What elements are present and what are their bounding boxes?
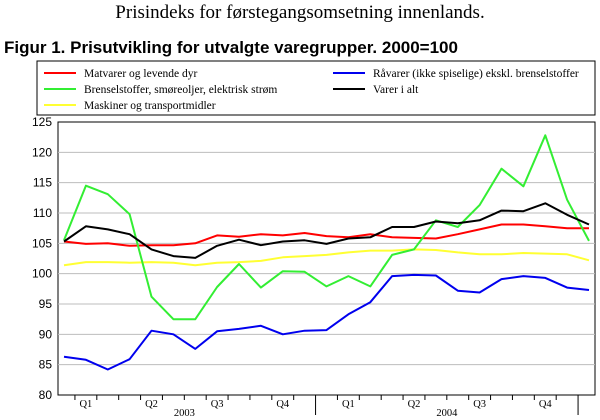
quarter-label: Q2 (145, 399, 158, 410)
y-tick-label: 115 (33, 176, 52, 190)
legend-label-alt: Varer i alt (373, 84, 419, 96)
legend: Matvarer og levende dyr Brenselstoffer, s… (44, 67, 579, 112)
year-label: 2003 (174, 408, 195, 419)
y-axis: 80 85 90 95 100 105 110 115 120 125 (32, 115, 52, 402)
series-line-matvarer (63, 223, 589, 247)
legend-box (36, 60, 596, 116)
y-tick-label: 105 (32, 236, 52, 250)
y-tick-label: 80 (39, 388, 53, 402)
plot-area (57, 121, 596, 396)
x-axis: Q1 Q2 Q3 Q4 Q1 Q2 Q3 Q4 2003 2004 (74, 395, 579, 419)
quarter-label: Q4 (539, 399, 553, 410)
page-header: Prisindeks for førstegangsomsetning inne… (115, 2, 485, 23)
quarter-label: Q1 (79, 399, 92, 410)
y-tick-label: 95 (39, 297, 53, 311)
series-line-maskiner (63, 248, 590, 267)
year-label: 2004 (436, 408, 458, 419)
y-tick-label: 125 (32, 115, 52, 129)
figure-title: Figur 1. Prisutvikling for utvalgte vare… (4, 38, 458, 57)
y-tick-label: 90 (39, 327, 53, 341)
legend-label-matvarer: Matvarer og levende dyr (84, 68, 198, 80)
legend-label-maskiner: Maskiner og transportmidler (84, 100, 216, 112)
series-line-brensel (63, 134, 590, 321)
y-tick-label: 120 (32, 145, 52, 159)
quarter-label: Q3 (473, 399, 486, 410)
legend-label-ravarer: Råvarer (ikke spiselige) ekskl. brensels… (373, 67, 579, 80)
quarter-label: Q3 (211, 399, 224, 410)
series-line-ravarer (63, 273, 590, 371)
gridlines (58, 151, 595, 366)
series-line-alt (63, 202, 590, 259)
y-tick-label: 85 (39, 358, 53, 372)
y-tick-label: 110 (33, 206, 52, 220)
quarter-label: Q4 (276, 399, 290, 410)
y-tick-label: 100 (32, 267, 52, 281)
legend-label-brensel: Brenselstoffer, smøreoljer, elektrisk st… (84, 84, 277, 96)
quarter-label: Q2 (408, 399, 421, 410)
quarter-label: Q1 (342, 399, 355, 410)
series-lines (63, 134, 590, 371)
